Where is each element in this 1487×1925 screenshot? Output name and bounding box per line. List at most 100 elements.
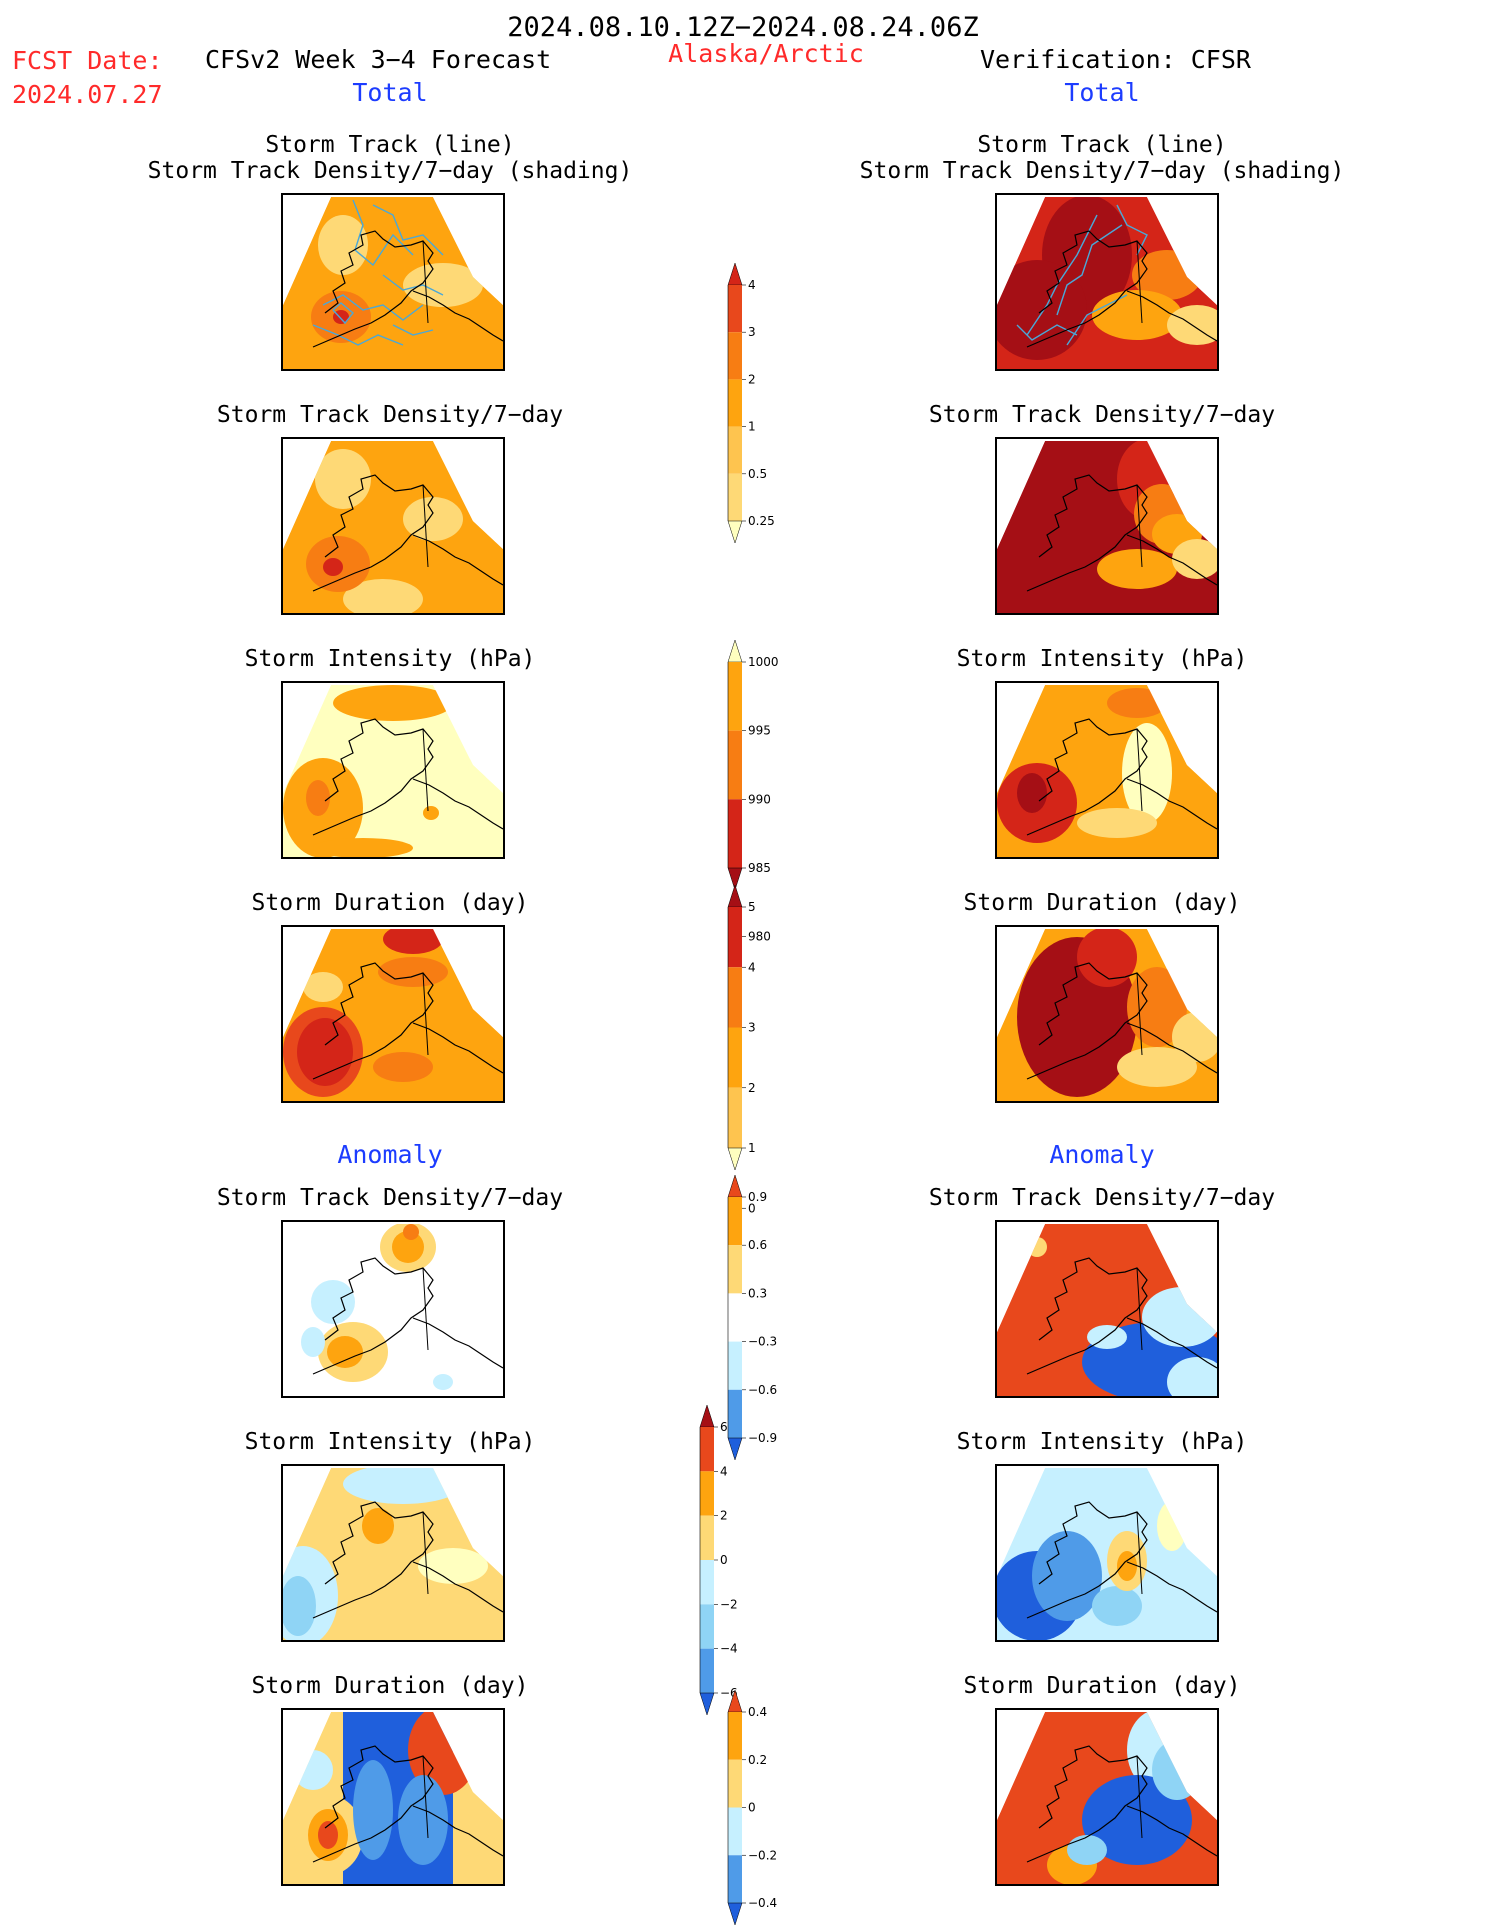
- coastline: [412, 290, 503, 342]
- colorbar-total-duration: 5 4 3 2 1 0: [718, 884, 808, 1215]
- colorbar-tick-label: 4: [720, 1464, 728, 1478]
- map-left-anom-density: [281, 1220, 505, 1398]
- border-line: [1136, 972, 1143, 1056]
- coastline: [1126, 1805, 1217, 1857]
- shade-region: [313, 838, 413, 857]
- shade-region: [297, 1018, 353, 1086]
- coastline: [1026, 1501, 1148, 1619]
- shade-region: [303, 972, 343, 1002]
- shade-region: [1017, 773, 1047, 813]
- region-label: Alaska/Arctic: [668, 39, 864, 68]
- coastline: [1126, 290, 1217, 342]
- shade-region: [403, 1224, 419, 1240]
- map-left-intensity: [281, 681, 505, 859]
- border-line: [1136, 1267, 1143, 1351]
- colorbar-segment: [728, 967, 742, 1028]
- storm-track-line: [352, 199, 414, 267]
- border-line: [1136, 728, 1143, 812]
- storm-track-line: [1116, 204, 1148, 256]
- shade-region: [1107, 688, 1167, 718]
- colorbar-tick-label: 2: [748, 1081, 756, 1095]
- border-line: [422, 240, 429, 324]
- colorbar-segment: [728, 730, 742, 800]
- colorbar-segment: [728, 332, 742, 380]
- colorbar-tick-label: 2: [720, 1509, 728, 1523]
- map-left-track: [281, 193, 505, 371]
- shade-region: [468, 754, 488, 782]
- colorbar-segment: [728, 285, 742, 333]
- coastline: [312, 962, 434, 1080]
- colorbar-tick-label: 2: [748, 372, 756, 386]
- colorbar-top-triangle: [699, 1404, 715, 1428]
- coastline: [312, 718, 434, 836]
- coastline: [1126, 534, 1217, 586]
- colorbar-tick-label: 0.5: [748, 467, 767, 481]
- title-left-duration: Storm Duration (day): [251, 890, 529, 916]
- coastline: [1026, 718, 1148, 836]
- coastline: [412, 1317, 503, 1369]
- shade-region: [1157, 1501, 1187, 1551]
- colorbar-tick-label: 980: [748, 930, 771, 944]
- shade-region: [1092, 290, 1182, 340]
- colorbar-bottom-triangle: [727, 1437, 743, 1461]
- map-left-duration: [281, 925, 505, 1103]
- border-line: [422, 1755, 429, 1839]
- border-line: [1136, 1511, 1143, 1595]
- shade-region: [343, 1468, 463, 1504]
- title-right-intensity: Storm Intensity (hPa): [956, 646, 1248, 672]
- shade-region: [343, 579, 423, 613]
- coastline: [1126, 778, 1217, 830]
- colorbar-tick-label: 995: [748, 724, 771, 738]
- colorbar-bottom-triangle: [727, 1902, 743, 1925]
- map-right-anom-duration: [995, 1708, 1219, 1886]
- shade-region: [283, 1576, 316, 1636]
- title-left-intensity: Storm Intensity (hPa): [244, 646, 536, 672]
- shade-region: [306, 780, 330, 816]
- coastline: [1126, 1022, 1217, 1074]
- colorbar-top-triangle: [727, 884, 743, 908]
- colorbar-tick-label: 4: [748, 960, 756, 974]
- colorbar-top-triangle: [727, 1689, 743, 1713]
- colorbar-segment: [728, 379, 742, 427]
- shade-region: [1027, 1237, 1047, 1257]
- title-right-track-shading: Storm Track Density/7−day (shading): [859, 158, 1345, 184]
- border-line: [1136, 1755, 1143, 1839]
- colorbar-segment: [728, 1712, 742, 1760]
- coastline: [1026, 1257, 1148, 1375]
- shade-region: [1082, 1775, 1192, 1865]
- colorbar-tick-label: 3: [748, 325, 756, 339]
- colorbar-tick-label: 0.6: [748, 1238, 767, 1252]
- storm-track-line: [322, 294, 424, 321]
- colorbar-tick-label: 0: [720, 1553, 728, 1567]
- coastline: [312, 1257, 434, 1375]
- title-right-density: Storm Track Density/7−day: [928, 402, 1276, 428]
- colorbar-tick-label: 1: [748, 1141, 756, 1155]
- colorbar-top-triangle: [727, 262, 743, 286]
- colorbar-segment: [700, 1427, 714, 1472]
- shade-region: [373, 1052, 433, 1082]
- shade-region: [362, 1508, 394, 1544]
- colorbar-segment: [700, 1560, 714, 1605]
- title-right-anom-intensity: Storm Intensity (hPa): [956, 1429, 1248, 1455]
- shade-region: [1167, 1357, 1217, 1396]
- colorbar-tick-label: 4: [748, 278, 756, 292]
- shade-region: [1077, 929, 1137, 987]
- shade-region: [383, 929, 443, 954]
- title-left-anom-density: Storm Track Density/7−day: [216, 1185, 564, 1211]
- storm-track-line: [312, 324, 404, 346]
- colorbar-tick-label: −2: [720, 1597, 738, 1611]
- shade-region: [1172, 539, 1217, 579]
- map-left-density: [281, 437, 505, 615]
- shade-region: [418, 1548, 488, 1584]
- shade-region: [293, 1750, 333, 1790]
- shade-region: [378, 957, 448, 987]
- shade-region: [1127, 967, 1187, 1047]
- shade-region: [1117, 1551, 1137, 1581]
- fcst-date-label: FCST Date:: [12, 46, 163, 75]
- colorbar-segment: [728, 1087, 742, 1148]
- shade-region: [1117, 1047, 1197, 1087]
- colorbar-anomaly-intensity: 6 4 2 0 −2 −4 −6: [690, 1404, 780, 1716]
- coastline: [1126, 1561, 1217, 1613]
- colorbar-total-intensity: 1000 995 990 985 980: [718, 639, 808, 944]
- shade-region: [318, 215, 368, 275]
